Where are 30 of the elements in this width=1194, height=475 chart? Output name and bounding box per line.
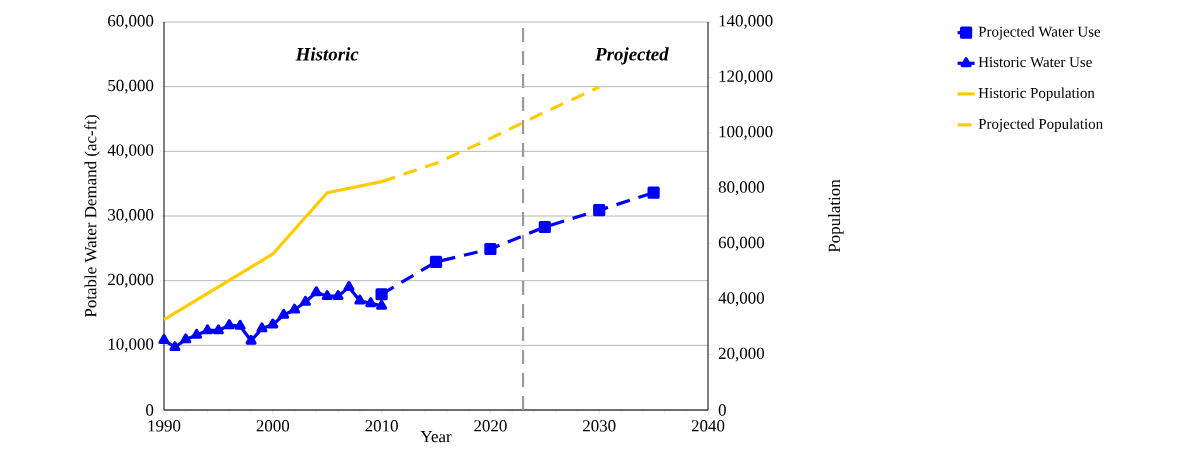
x-tick-label: 1990	[148, 420, 181, 432]
legend-label: Historic Population	[978, 87, 1095, 102]
y-tick-label: 20,000	[108, 273, 154, 288]
y-tick-label: 30,000	[108, 209, 154, 223]
y-tick-label: 10,000	[108, 338, 154, 353]
x-tick-label: 2040	[691, 420, 725, 432]
x-tick-label: 2010	[365, 420, 398, 432]
y-tick-label: 50,000	[108, 79, 154, 94]
annotation: Projected	[595, 47, 669, 65]
legend-label: Projected Population	[978, 118, 1103, 132]
y2-tick-label: 80,000	[718, 181, 765, 196]
x-tick-label: 2020	[474, 420, 507, 432]
y2-tick-label: 0	[718, 404, 726, 416]
legend-label: Projected Water Use	[978, 26, 1101, 40]
y2-tick-label: 140,000	[719, 15, 773, 29]
y2-tick-label: 20,000	[718, 347, 765, 362]
annotation: Historic	[295, 47, 359, 61]
y2-tick-label: 120,000	[719, 70, 773, 85]
x-axis-title: Year	[420, 431, 452, 443]
y2-axis-title: Population	[828, 179, 844, 253]
y2-tick-label: 40,000	[718, 292, 765, 307]
y-tick-label: 0	[146, 404, 154, 416]
x-tick-label: 2030	[583, 420, 616, 432]
y2-tick-label: 100,000	[719, 125, 773, 140]
y-tick-label: 40,000	[107, 144, 154, 159]
y-tick-label: 60,000	[108, 15, 154, 29]
y2-tick-label: 60,000	[718, 236, 765, 251]
legend-label: Historic Water Use	[978, 57, 1092, 68]
x-tick-label: 2000	[256, 420, 290, 432]
y-axis-title: Potable Water Demand (ac-ft)	[84, 115, 100, 318]
